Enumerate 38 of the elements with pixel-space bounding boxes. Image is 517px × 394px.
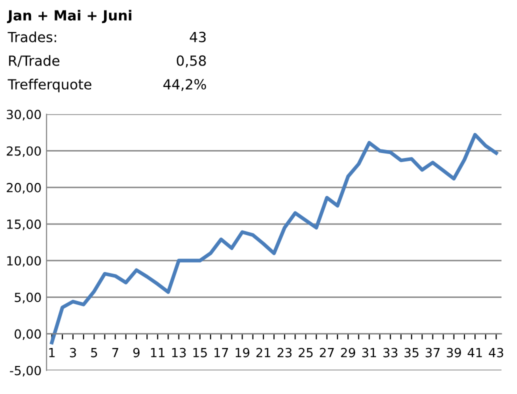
text: 44,2%	[163, 79, 206, 91]
y-tick-label: 0,00	[14, 329, 41, 340]
x-tick-label: 27	[320, 348, 334, 358]
x-tick-label: 11	[151, 348, 164, 358]
x-tick-label: 15	[193, 348, 207, 358]
x-tick-label: 19	[236, 348, 250, 358]
y-tick-label: -5,00	[10, 366, 41, 377]
y-tick-label: 10,00	[7, 256, 41, 267]
x-tick-label: 1	[49, 348, 55, 358]
x-tick-label: 39	[446, 348, 461, 358]
x-tick-label: 35	[404, 348, 418, 358]
text: Trefferquote	[8, 78, 92, 92]
text: 0,58	[176, 55, 206, 68]
y-tick-label: 15,00	[7, 219, 41, 230]
x-tick-label: 13	[172, 348, 186, 358]
x-tick-label: 25	[298, 348, 313, 358]
x-tick-label: 7	[112, 348, 118, 358]
line-series	[50, 132, 498, 344]
text: 43	[190, 32, 206, 42]
x-tick-label: 31	[362, 348, 376, 358]
x-tick-label: 37	[426, 348, 440, 358]
x-tick-label: 33	[383, 348, 398, 358]
y-tick-label: 5,00	[14, 292, 41, 304]
x-tick-label: 41	[468, 348, 482, 358]
x-tick-label: 43	[488, 348, 504, 358]
x-tick-label: 29	[341, 348, 356, 358]
y-tick-label: 20,00	[6, 182, 41, 194]
x-tick-label: 17	[214, 348, 228, 358]
x-tick-label: 21	[256, 348, 270, 358]
y-tick-label: 30,00	[6, 110, 41, 120]
x-tick-label: 9	[133, 348, 140, 358]
y-tick-label: 25,00	[6, 146, 41, 158]
x-tick-label: 5	[91, 348, 98, 358]
x-tick-label: 23	[278, 348, 292, 358]
text: R/Trade	[9, 55, 60, 67]
chart-title: Jan + Mai + Juni	[6, 10, 132, 24]
x-tick-label: 3	[70, 348, 76, 358]
text: Trades:	[8, 32, 56, 42]
